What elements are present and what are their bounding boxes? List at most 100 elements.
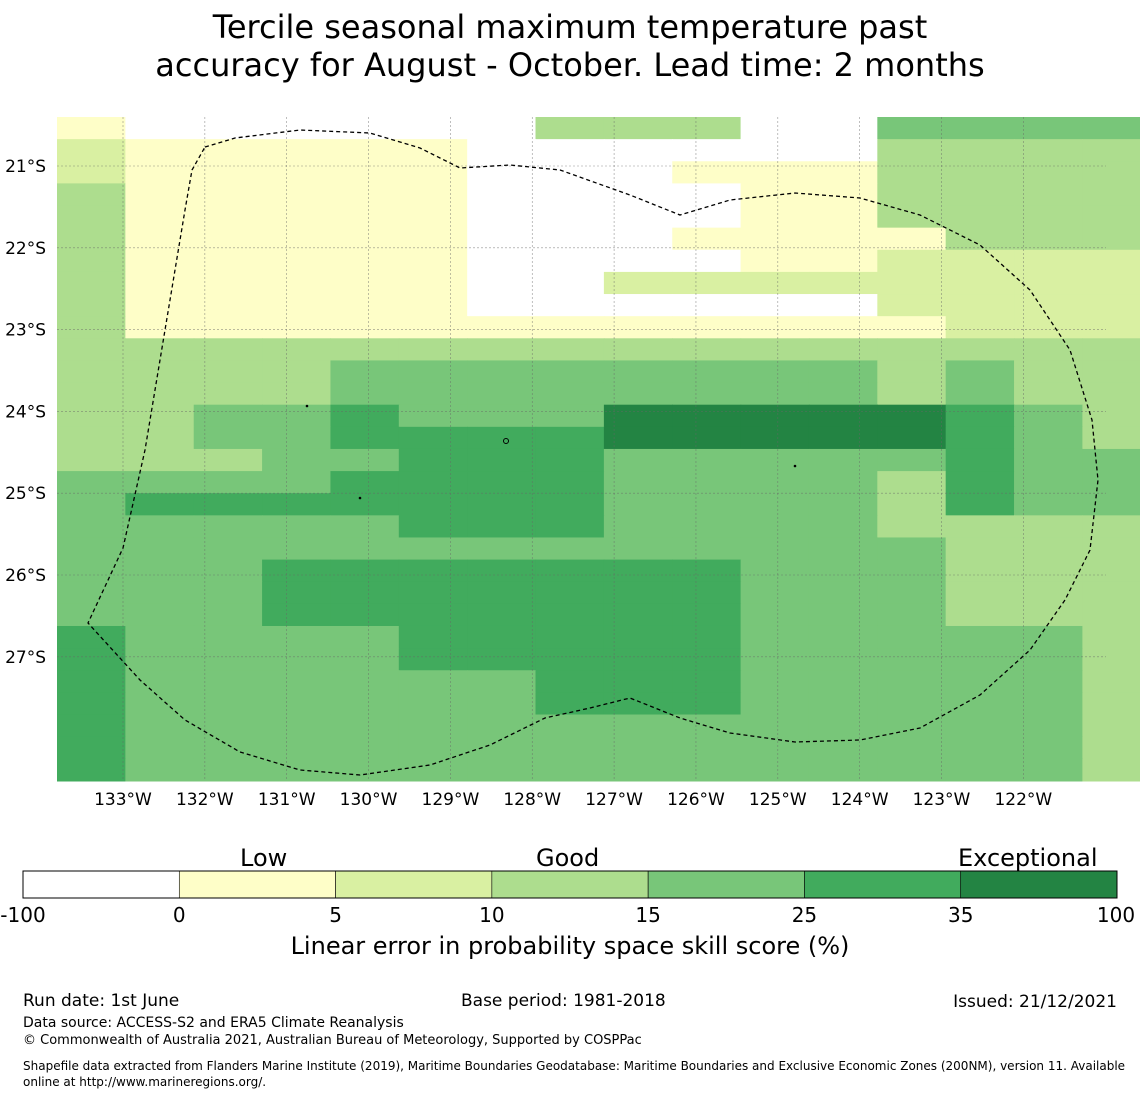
skill-grid-cell xyxy=(740,139,810,162)
skill-grid-cell xyxy=(57,692,126,716)
skill-grid-cell xyxy=(603,559,673,583)
skill-grid-cell xyxy=(1014,404,1083,428)
colorbar-tick-label: -100 xyxy=(0,903,46,927)
skill-grid-cell xyxy=(945,426,1015,450)
skill-grid-cell xyxy=(262,316,332,339)
latitude-label: 21°S xyxy=(5,157,46,177)
skill-grid-cell xyxy=(193,205,263,229)
skill-grid-cell xyxy=(1082,183,1140,207)
latitude-label: 26°S xyxy=(5,566,46,586)
skill-grid-cell xyxy=(330,294,400,317)
skill-grid-cell xyxy=(672,338,742,362)
colorbar-segment xyxy=(960,870,1118,899)
skill-grid-cell xyxy=(1014,338,1083,362)
skill-grid-cell xyxy=(945,294,1015,317)
skill-grid-cell xyxy=(57,758,126,782)
skill-grid-cell xyxy=(808,625,878,649)
skill-grid-cell xyxy=(672,448,742,472)
data-source: Data source: ACCESS-S2 and ERA5 Climate … xyxy=(23,1015,404,1031)
skill-grid-cell xyxy=(467,559,537,583)
skill-grid-cell xyxy=(467,249,537,273)
skill-grid-cell xyxy=(808,559,878,583)
skill-grid-cell xyxy=(330,648,400,671)
skill-grid-cell xyxy=(877,205,947,229)
latitude-label: 23°S xyxy=(5,321,46,341)
skill-grid-cell xyxy=(740,338,810,362)
skill-grid-cell xyxy=(125,648,195,671)
skill-grid-cell xyxy=(877,714,947,738)
skill-grid-cell xyxy=(57,227,126,251)
skill-grid-cell xyxy=(672,382,742,406)
skill-grid-cell xyxy=(535,249,605,273)
skill-grid-cell xyxy=(740,294,810,317)
skill-grid-cell xyxy=(193,471,263,494)
skill-grid-cell xyxy=(877,559,947,583)
skill-grid-cell xyxy=(57,493,126,516)
skill-grid-cell xyxy=(262,249,332,273)
skill-grid-cell xyxy=(57,139,126,162)
skill-grid-cell xyxy=(1082,271,1140,295)
skill-grid-cell xyxy=(1014,648,1083,671)
skill-grid-cell xyxy=(535,758,605,782)
colorbar-outline xyxy=(22,870,1118,899)
skill-grid-cell xyxy=(535,471,605,494)
colorbar-segment xyxy=(804,870,962,899)
skill-grid-cell xyxy=(57,360,126,384)
skill-grid-cell xyxy=(467,316,537,339)
skill-grid-cell xyxy=(740,758,810,782)
skill-grid-cell xyxy=(740,249,810,273)
latitude-label: 24°S xyxy=(5,402,46,422)
skill-grid-cell xyxy=(877,183,947,207)
skill-grid-cell xyxy=(125,471,195,494)
skill-grid-cell xyxy=(672,316,742,339)
skill-grid-cell xyxy=(1014,471,1083,494)
skill-grid-cell xyxy=(125,205,195,229)
skill-grid-cell xyxy=(808,603,878,627)
skill-grid-cell xyxy=(262,625,332,649)
skill-grid-cell xyxy=(877,316,947,339)
skill-grid-cell xyxy=(672,714,742,738)
skill-grid-cell xyxy=(535,205,605,229)
skill-grid-cell xyxy=(1082,249,1140,273)
skill-grid-cell xyxy=(603,493,673,516)
skill-grid-cell xyxy=(877,648,947,671)
skill-grid-cell xyxy=(740,360,810,384)
skill-grid-cell xyxy=(57,183,126,207)
skill-grid-cell xyxy=(330,581,400,605)
skill-grid-cell xyxy=(330,625,400,649)
longitude-label: 129°W xyxy=(422,790,480,810)
skill-grid-cell xyxy=(398,692,468,716)
skill-grid-cell xyxy=(877,139,947,162)
skill-grid-cell xyxy=(603,537,673,561)
skill-map: 21°S22°S23°S24°S25°S26°S27°S 133°W 132°W 1… xyxy=(5,117,1140,899)
skill-grid-cell xyxy=(672,117,742,140)
skill-grid-cell xyxy=(808,183,878,207)
longitude-label: 131°W xyxy=(258,790,316,810)
skill-grid-cell xyxy=(535,448,605,472)
skill-grid-cell xyxy=(740,382,810,406)
latitude-label: 25°S xyxy=(5,484,46,504)
skill-grid-cell xyxy=(398,515,468,539)
skill-grid-cell xyxy=(467,493,537,516)
skill-grid-cell xyxy=(398,670,468,693)
colorbar-segment xyxy=(178,870,336,899)
skill-grid-cell xyxy=(877,294,947,317)
skill-grid-cell xyxy=(603,249,673,273)
skill-grid-cell xyxy=(945,117,1015,140)
skill-grid-cell xyxy=(193,338,263,362)
skill-grid-cell xyxy=(330,471,400,494)
skill-grid-cell xyxy=(57,736,126,760)
skill-grid-cell xyxy=(877,249,947,273)
skill-grid-cell xyxy=(330,537,400,561)
skill-grid-cell xyxy=(877,493,947,516)
skill-grid-cell xyxy=(398,625,468,649)
skill-grid-cell xyxy=(398,603,468,627)
skill-grid-cell xyxy=(1082,581,1140,605)
skill-grid-cell xyxy=(262,360,332,384)
skill-grid-cell xyxy=(535,515,605,539)
skill-grid-cell xyxy=(603,692,673,716)
skill-grid-cell xyxy=(193,559,263,583)
skill-grid-cell xyxy=(1014,205,1083,229)
skill-grid-cell xyxy=(603,338,673,362)
skill-grid-cell xyxy=(1082,493,1140,516)
